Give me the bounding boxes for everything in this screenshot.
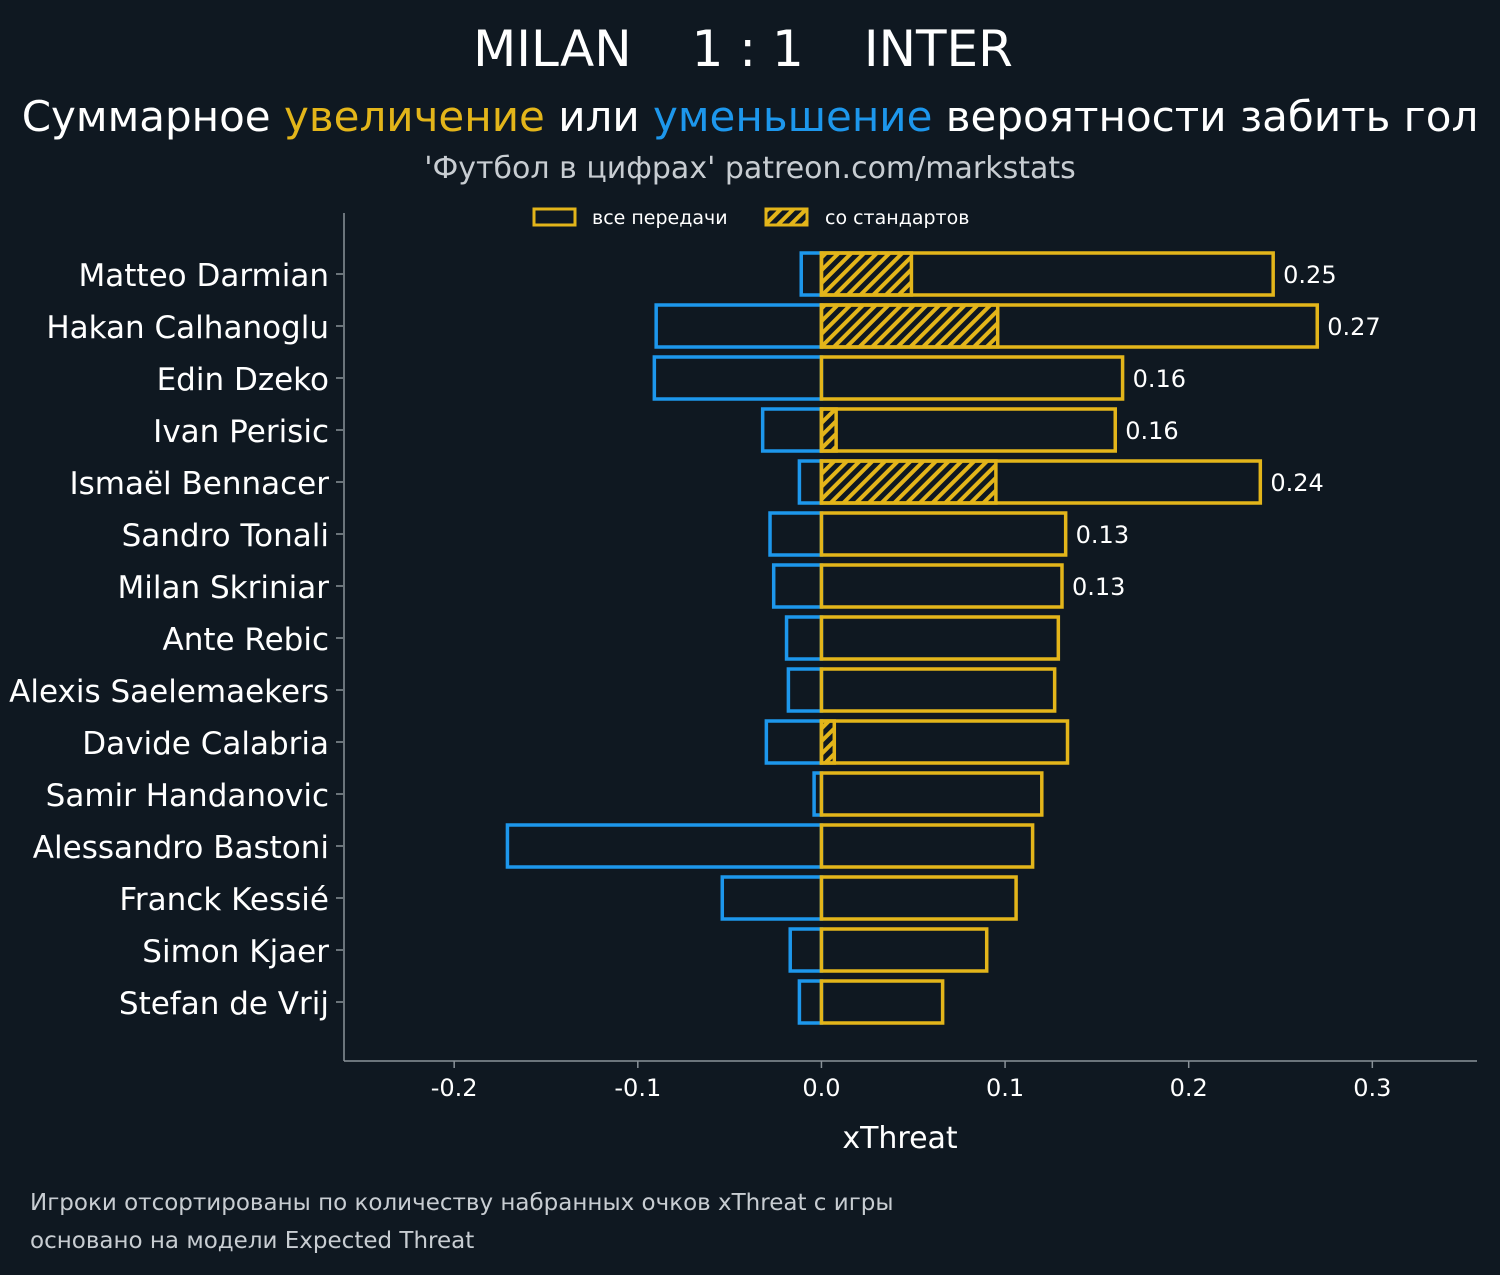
data-label: 0.16 [1125, 417, 1178, 445]
data-label: 0.16 [1133, 365, 1186, 393]
source: 'Футбол в цифрах' patreon.com/markstats [424, 151, 1076, 186]
y-tick-label: Milan Skriniar [118, 570, 330, 606]
footer-note-2: основано на модели Expected Threat [30, 1228, 474, 1254]
y-tick-label: Alessandro Bastoni [33, 830, 329, 866]
subtitle-increase: увеличение [284, 92, 545, 141]
subtitle-part: вероятности забить гол [932, 92, 1478, 141]
y-tick-label: Ante Rebic [163, 622, 330, 658]
y-tick-label: Franck Kessié [119, 882, 329, 918]
bar-increase [819, 927, 989, 973]
data-label: 0.13 [1076, 521, 1129, 549]
x-tick-label: -0.1 [614, 1074, 661, 1102]
bar-increase [819, 355, 1125, 401]
bar-increase [819, 771, 1044, 817]
legend-label-all: все передачи [592, 207, 728, 229]
y-tick-label: Edin Dzeko [157, 362, 329, 398]
y-tick-label: Alexis Saelemaekers [9, 674, 329, 710]
y-tick-label: Samir Handanovic [46, 778, 329, 814]
bar-increase [819, 563, 1064, 609]
data-label: 0.25 [1283, 261, 1336, 289]
x-tick-label: 0.2 [1170, 1074, 1208, 1102]
subtitle: Суммарное увеличение или уменьшение веро… [22, 92, 1479, 141]
axes: Matteo Darmian Hakan Calhanoglu Edin Dzeko… [9, 213, 1477, 1102]
bar-increase [819, 667, 1057, 713]
y-tick-label: Ismaël Bennacer [69, 466, 329, 502]
legend-swatch-setpieces [764, 207, 809, 227]
y-tick-label: Simon Kjaer [142, 934, 329, 970]
x-tick-label: -0.2 [431, 1074, 478, 1102]
bar-increase [819, 875, 1018, 921]
bar-set-pieces [819, 459, 998, 505]
legend-label-setpieces: со стандартов [825, 207, 969, 229]
team-away: INTER [864, 20, 1013, 78]
x-tick-label: 0.3 [1353, 1074, 1391, 1102]
legend-swatch-all [532, 207, 577, 227]
y-tick-label: Sandro Tonali [122, 518, 329, 554]
subtitle-part: Суммарное [22, 92, 284, 141]
bar-increase [819, 303, 1319, 349]
data-label: 0.13 [1072, 573, 1125, 601]
bar-set-pieces [819, 303, 1000, 349]
bar-increase [819, 511, 1068, 557]
bar-set-pieces [819, 251, 914, 297]
team-home: MILAN [473, 20, 632, 78]
y-tick-label: Matteo Darmian [79, 258, 329, 294]
bar-increase [819, 459, 1263, 505]
bar-increase [819, 979, 945, 1025]
legend: все передачи со стандартов [532, 207, 969, 229]
x-tick-label: 0.0 [802, 1074, 840, 1102]
bar-increase [819, 251, 1275, 297]
x-tick-label: 0.1 [986, 1074, 1024, 1102]
bar-increase [819, 407, 1117, 453]
bar-set-pieces [819, 719, 837, 765]
bar-set-pieces [819, 407, 838, 453]
data-label: 0.27 [1327, 313, 1380, 341]
score: 1 : 1 [692, 20, 804, 78]
bar-increase [819, 823, 1035, 869]
data-label: 0.24 [1270, 469, 1323, 497]
bar-increase [819, 719, 1070, 765]
match-title: MILAN 1 : 1 INTER [473, 20, 1013, 78]
subtitle-part: или [545, 92, 653, 141]
y-tick-label: Stefan de Vrij [119, 986, 329, 1022]
y-tick-label: Davide Calabria [82, 726, 329, 762]
footer-note-1: Игроки отсортированы по количеству набра… [30, 1190, 894, 1216]
bar-increase [819, 615, 1061, 661]
y-tick-label: Hakan Calhanoglu [46, 310, 329, 346]
y-tick-label: Ivan Perisic [153, 414, 329, 450]
x-axis-label: xThreat [842, 1121, 958, 1156]
subtitle-decrease: уменьшение [653, 92, 932, 141]
bars: 0.25 0.27 0.16 0.16 0.24 0.13 0.13 [505, 251, 1381, 1025]
